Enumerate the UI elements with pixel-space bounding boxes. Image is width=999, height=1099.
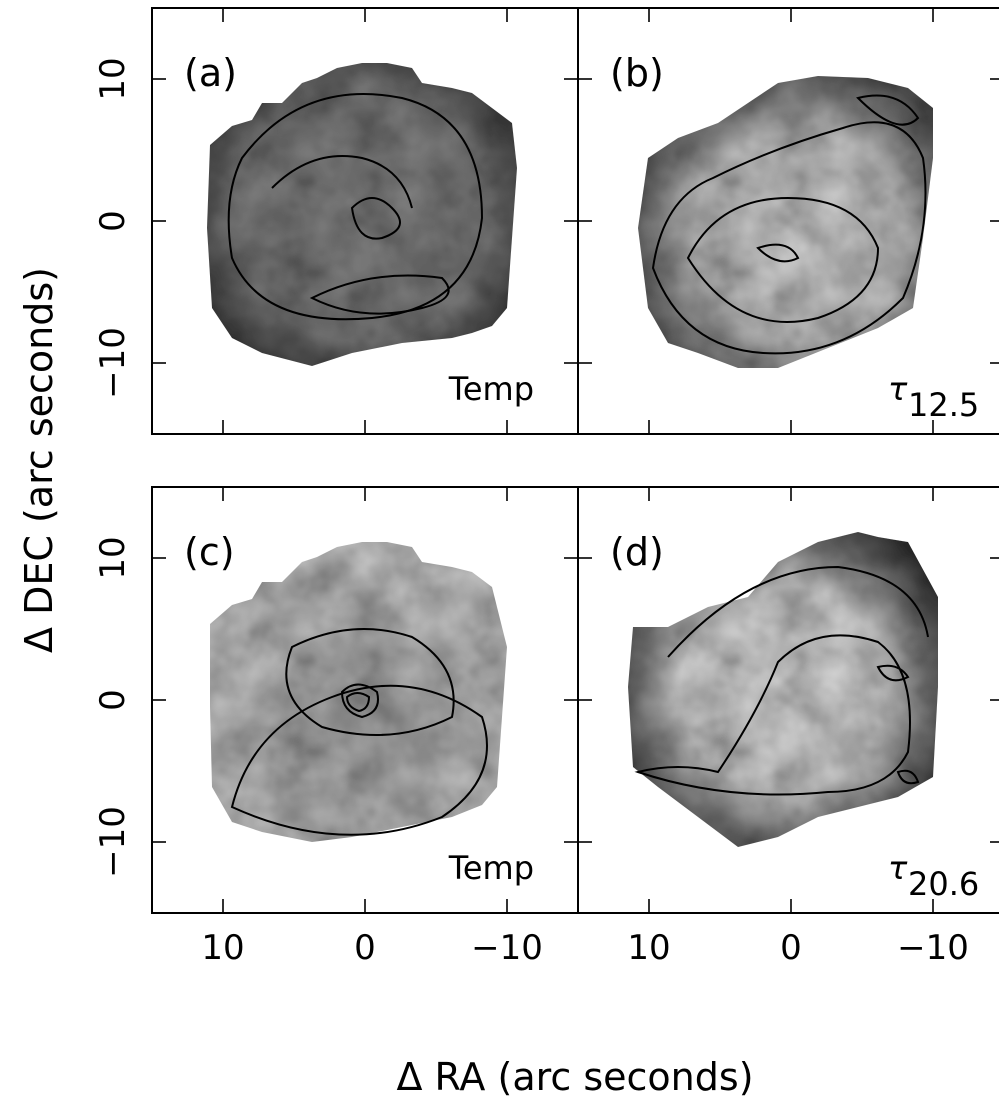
x-tick-label: −10 — [471, 928, 543, 968]
y-tick-label: 0 — [93, 689, 133, 711]
map-image — [210, 542, 507, 842]
y-tick-label: −10 — [93, 806, 133, 878]
y-tick-label: −10 — [93, 327, 133, 399]
annotation: Temp — [448, 849, 534, 887]
panel-label: (c) — [184, 530, 235, 574]
map-image — [628, 532, 938, 847]
y-axis-title: Δ DEC (arc seconds) — [17, 267, 61, 653]
annotation: Temp — [448, 370, 534, 408]
annotation-subscript: 20.6 — [908, 865, 979, 903]
x-tick-label: 10 — [627, 928, 670, 968]
x-tick-label: 0 — [780, 928, 802, 968]
panel-label: (b) — [610, 51, 664, 95]
x-tick-label: 10 — [201, 928, 244, 968]
y-tick-label: 10 — [93, 57, 133, 100]
panel-label: (a) — [184, 51, 237, 95]
panel-label: (d) — [610, 530, 664, 574]
x-tick-label: 0 — [354, 928, 376, 968]
x-tick-label: −10 — [897, 928, 969, 968]
y-tick-label: 0 — [93, 210, 133, 232]
annotation: τ — [888, 849, 908, 887]
map-image — [207, 63, 517, 366]
annotation-subscript: 12.5 — [908, 386, 979, 424]
y-tick-label: 10 — [93, 536, 133, 579]
annotation: τ — [888, 370, 908, 408]
map-image — [638, 76, 933, 368]
x-axis-title: Δ RA (arc seconds) — [396, 1055, 753, 1099]
